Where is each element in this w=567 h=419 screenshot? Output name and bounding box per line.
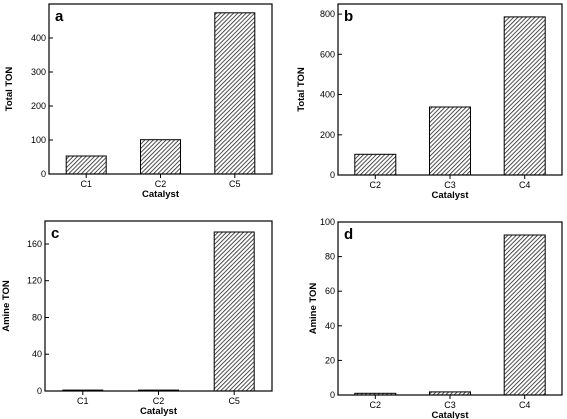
y-axis-title: Amine TON xyxy=(1,280,12,332)
x-tick-label-c2: C2 xyxy=(370,180,382,190)
y-tick-label: 0 xyxy=(37,386,42,396)
y-tick-label: 80 xyxy=(325,252,335,262)
y-tick-label: 160 xyxy=(27,239,42,249)
y-axis-title: Total TON xyxy=(4,67,15,112)
x-axis-title: Catalyst xyxy=(142,189,180,200)
x-tick-label-c3: C3 xyxy=(444,400,456,410)
bar-c4 xyxy=(503,16,546,176)
panel-d: 0 20 40 60 80 100 C2 C3 C4 Catalyst Amine TON d xyxy=(308,217,563,419)
x-tick-label-c2: C2 xyxy=(153,396,165,406)
y-tick-label: 20 xyxy=(325,355,335,365)
x-axis-title: Catalyst xyxy=(140,406,178,417)
y-tick-label: 0 xyxy=(330,170,335,180)
y-tick-label: 100 xyxy=(31,135,46,145)
bar-c3 xyxy=(429,106,471,176)
panel-c: 0 40 80 120 160 C1 C2 C5 Catalyst Amine TON c xyxy=(1,220,273,417)
x-tick-label-c2: C2 xyxy=(155,179,167,189)
panel-label: a xyxy=(55,8,64,25)
x-tick-label-c4: C4 xyxy=(519,400,531,410)
x-tick-label-c1: C1 xyxy=(80,179,92,189)
bar-c1 xyxy=(65,155,107,175)
bar-c5 xyxy=(214,12,256,175)
panel-b: 0 200 400 600 800 C2 C3 C4 Catalyst Total TON b xyxy=(296,3,563,201)
x-tick-label-c5: C5 xyxy=(228,396,240,406)
panel-label: d xyxy=(344,226,353,243)
y-tick-label: 400 xyxy=(31,33,46,43)
bar-c5 xyxy=(213,231,255,392)
y-tick-label: 100 xyxy=(320,217,335,227)
y-tick-label: 0 xyxy=(330,390,335,400)
y-tick-label: 400 xyxy=(320,90,335,100)
y-axis-title: Amine TON xyxy=(308,283,319,335)
y-tick-label: 200 xyxy=(320,130,335,140)
y-tick-label: 120 xyxy=(27,276,42,286)
x-tick-label-c2: C2 xyxy=(370,400,382,410)
y-tick-label: 200 xyxy=(31,101,46,111)
x-tick-label-c1: C1 xyxy=(77,396,89,406)
bar-c2 xyxy=(140,139,181,175)
y-axis-title: Total TON xyxy=(296,67,307,112)
x-axis-title: Catalyst xyxy=(432,190,470,201)
x-tick-label-c5: C5 xyxy=(229,179,241,189)
panel-label: b xyxy=(344,8,353,25)
y-tick-label: 600 xyxy=(320,49,335,59)
y-tick-label: 80 xyxy=(32,313,42,323)
panel-label: c xyxy=(51,225,59,242)
bar-c4 xyxy=(503,234,546,396)
panel-a: 0 100 200 300 400 C1 C2 C5 Catalyst Total TON a xyxy=(4,3,273,200)
y-tick-label: 800 xyxy=(320,9,335,19)
y-tick-label: 40 xyxy=(32,349,42,359)
x-axis-title: Catalyst xyxy=(432,410,470,419)
x-tick-label-c4: C4 xyxy=(519,180,531,190)
bar-c2 xyxy=(354,153,397,176)
y-tick-label: 40 xyxy=(325,321,335,331)
x-tick-label-c3: C3 xyxy=(444,180,456,190)
y-tick-label: 0 xyxy=(41,169,46,179)
y-tick-label: 300 xyxy=(31,67,46,77)
y-tick-label: 60 xyxy=(325,286,335,296)
